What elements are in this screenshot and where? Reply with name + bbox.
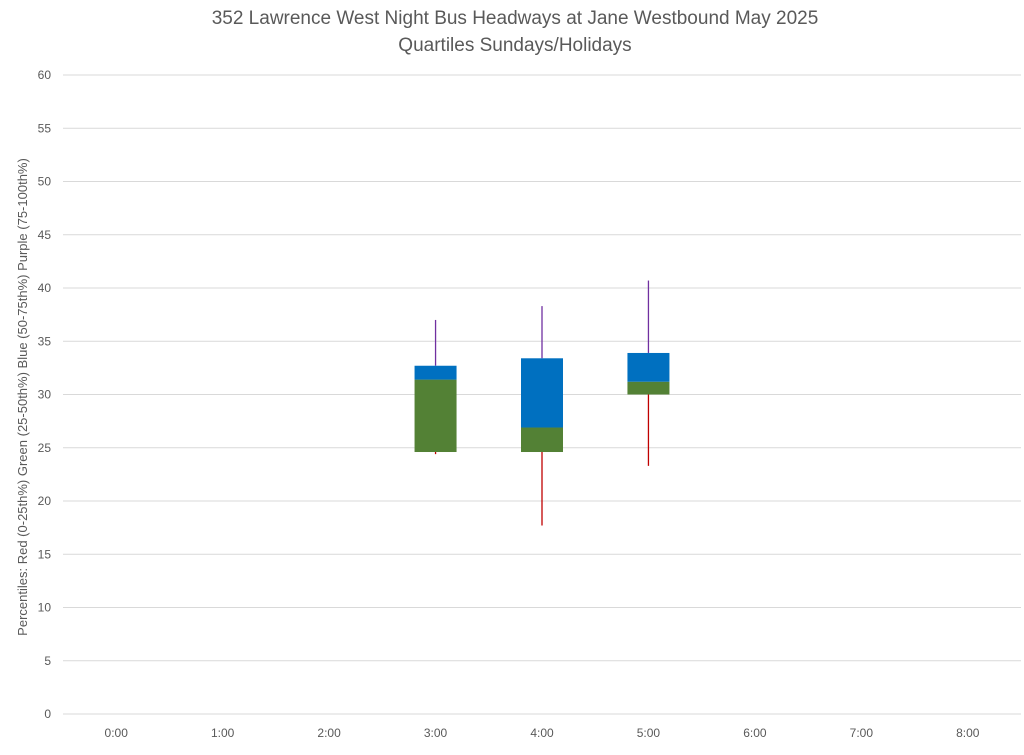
- x-tick-label: 8:00: [956, 726, 980, 740]
- y-tick-label: 60: [38, 68, 52, 82]
- y-tick-label: 20: [38, 494, 52, 508]
- x-tick-label: 5:00: [637, 726, 661, 740]
- x-tick-label: 2:00: [317, 726, 341, 740]
- box-5-00: [627, 280, 670, 466]
- x-tick-label: 0:00: [105, 726, 129, 740]
- chart-subtitle: Quartiles Sundays/Holidays: [398, 35, 631, 56]
- y-tick-label: 55: [38, 121, 52, 135]
- y-tick-label: 5: [44, 654, 51, 668]
- upper-quartile-box: [521, 358, 563, 428]
- lower-quartile-box: [627, 381, 670, 395]
- x-tick-label: 6:00: [743, 726, 767, 740]
- y-tick-label: 50: [38, 175, 52, 189]
- x-tick-label: 3:00: [424, 726, 448, 740]
- y-axis-label: Percentiles: Red (0-25th%) Green (25-50t…: [15, 158, 30, 636]
- x-tick-label: 1:00: [211, 726, 235, 740]
- y-tick-label: 25: [38, 441, 52, 455]
- y-tick-label: 15: [38, 547, 52, 561]
- y-tick-label: 40: [38, 281, 52, 295]
- chart-title: 352 Lawrence West Night Bus Headways at …: [212, 8, 819, 29]
- box-3-00: [414, 319, 457, 455]
- y-tick-label: 45: [38, 228, 52, 242]
- box-4-00: [521, 306, 563, 526]
- y-tick-label: 0: [44, 707, 51, 721]
- y-tick-label: 30: [38, 388, 52, 402]
- y-tick-label: 10: [38, 601, 52, 615]
- x-axis-ticks: 0:00 1:00 2:00 3:00 4:00 5:00 6:00 7:00 8:00: [105, 726, 980, 740]
- lower-quartile-box: [414, 379, 457, 453]
- upper-quartile-box: [627, 352, 670, 382]
- lower-quartile-box: [521, 427, 563, 453]
- x-tick-label: 4:00: [530, 726, 554, 740]
- x-tick-label: 7:00: [850, 726, 874, 740]
- y-tick-label: 35: [38, 334, 52, 348]
- y-axis-ticks: 0 5 10 15 20 25 30 35 40 45 50 55 60: [38, 68, 52, 721]
- box-plot-series: [414, 280, 670, 526]
- upper-quartile-box: [414, 365, 457, 380]
